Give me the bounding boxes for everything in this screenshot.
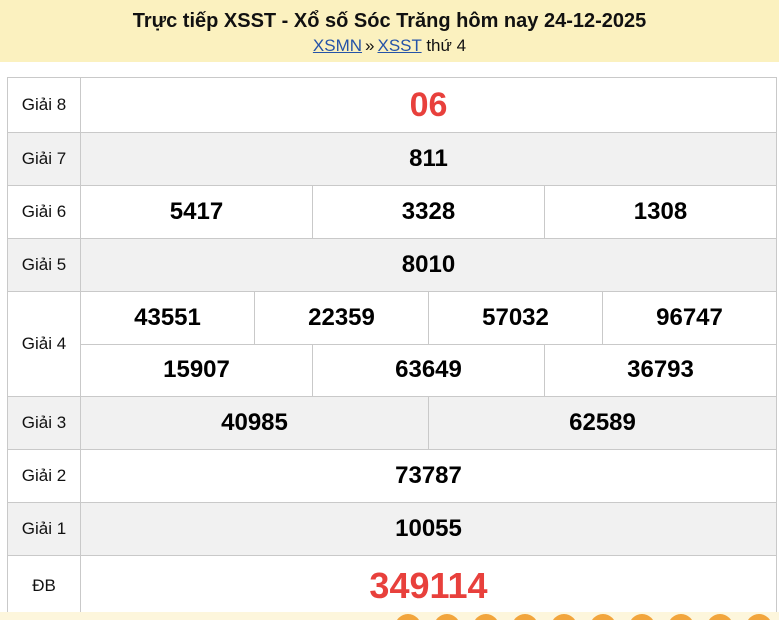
prize-number: 15907 (163, 356, 230, 384)
prize-number: 10055 (395, 515, 462, 542)
lottery-ball-icon (590, 614, 616, 620)
prize-number: 96747 (602, 292, 776, 344)
prize-label: Giải 7 (8, 133, 81, 185)
next-section-strip (0, 612, 779, 620)
lottery-ball-icon (629, 614, 655, 620)
prize-row-giai-6: Giải 6 5417 3328 1308 (8, 186, 776, 239)
prize-number: 8010 (401, 251, 456, 278)
prize-row-giai-3: Giải 3 40985 62589 (8, 397, 776, 450)
prize-number: 36793 (544, 344, 776, 396)
prize-row-giai-7: Giải 7 811 (8, 133, 776, 186)
lottery-ball-icon (707, 614, 733, 620)
prize-label: Giải 2 (8, 450, 81, 502)
prize-row-giai-8: Giải 8 06 (8, 78, 776, 133)
lottery-ball-row (395, 614, 772, 620)
lottery-results-table: Giải 8 06 Giải 7 811 Giải 6 5417 3328 13… (7, 77, 777, 617)
page-title: Trực tiếp XSST - Xổ số Sóc Trăng hôm nay… (132, 10, 647, 32)
breadcrumb-separator: » (365, 36, 375, 55)
breadcrumb-link-xsmn[interactable]: XSMN (312, 36, 363, 55)
prize-label: Giải 5 (8, 239, 81, 291)
breadcrumb: XSMN» XSST thứ 4 (0, 34, 779, 57)
prize-row-giai-4: Giải 4 43551 22359 57032 96747 15907 636… (8, 292, 776, 397)
prize-label: Giải 8 (8, 78, 81, 132)
prize-label: Giải 3 (8, 397, 81, 449)
prize-number: 40985 (221, 409, 288, 436)
prize-number: 1308 (544, 186, 776, 238)
prize-number: 43551 (134, 303, 201, 331)
prize-number: 22359 (254, 292, 428, 344)
prize-number: 62589 (428, 397, 776, 449)
lottery-ball-icon (512, 614, 538, 620)
prize-row-giai-1: Giải 1 10055 (8, 503, 776, 556)
prize-label: ĐB (8, 556, 81, 616)
prize-label: Giải 6 (8, 186, 81, 238)
prize-label: Giải 4 (8, 292, 81, 396)
lottery-ball-icon (668, 614, 694, 620)
prize-number: 5417 (169, 198, 224, 225)
prize-number: 811 (409, 145, 448, 172)
page-header: Trực tiếp XSST - Xổ số Sóc Trăng hôm nay… (0, 0, 779, 62)
lottery-ball-icon (395, 614, 421, 620)
prize-row-giai-5: Giải 5 8010 (8, 239, 776, 292)
lottery-ball-icon (746, 614, 772, 620)
prize-number: 63649 (312, 344, 544, 396)
lottery-ball-icon (434, 614, 460, 620)
prize-label: Giải 1 (8, 503, 81, 555)
prize-number: 349114 (369, 565, 488, 606)
prize-row-giai-2: Giải 2 73787 (8, 450, 776, 503)
prize-row-db: ĐB 349114 (8, 556, 776, 616)
breadcrumb-link-xsst[interactable]: XSST (377, 36, 422, 55)
prize-number: 73787 (395, 462, 462, 489)
lottery-ball-icon (551, 614, 577, 620)
breadcrumb-day: thứ 4 (426, 36, 467, 55)
prize-number: 57032 (428, 292, 602, 344)
lottery-ball-icon (473, 614, 499, 620)
prize-number: 3328 (312, 186, 544, 238)
prize-number: 06 (409, 85, 448, 124)
